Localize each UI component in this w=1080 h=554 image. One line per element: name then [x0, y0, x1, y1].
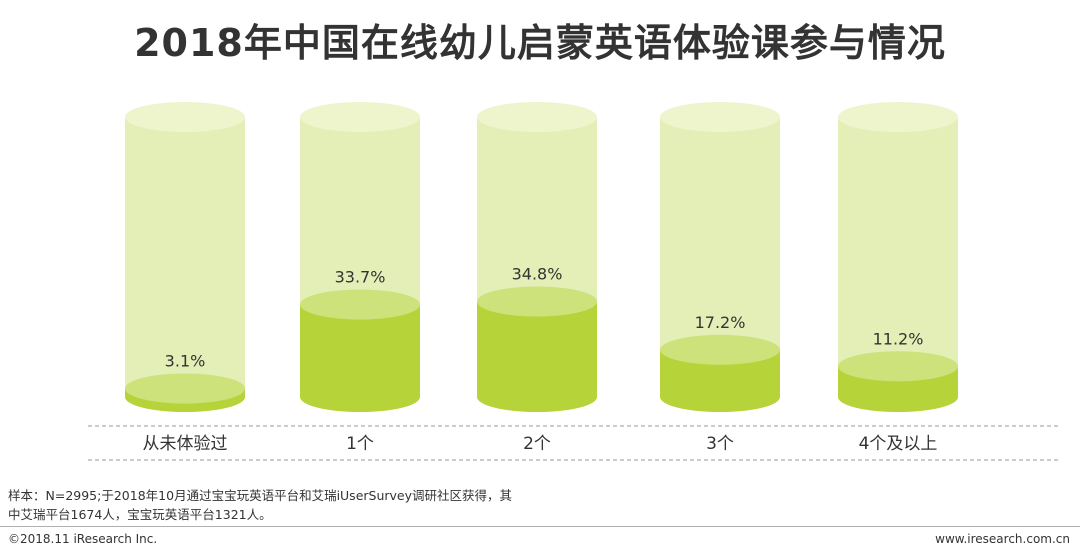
data-label: 34.8%	[512, 265, 563, 284]
x-tick-label: 2个	[523, 434, 551, 454]
cylinder-fill-body	[660, 349, 780, 412]
cylinder-top	[477, 102, 597, 132]
website-text: www.iresearch.com.cn	[935, 532, 1070, 546]
cylinder-fill-body	[300, 304, 420, 412]
cylinder-top	[300, 102, 420, 132]
data-label: 17.2%	[695, 313, 746, 332]
cylinder-fill-top	[660, 334, 780, 365]
cylinder-group: 3.1% 33.7% 34.8% 17.2% 11.2%	[125, 102, 958, 412]
cylinder-fill-top	[838, 351, 958, 382]
copyright-text: ©2018.11 iResearch Inc.	[8, 532, 158, 546]
cylinder-bar-chart: 3.1% 33.7% 34.8% 17.2% 11.2% 从未体验过 1个 2个 3个 4个及以…	[88, 102, 1058, 461]
sample-source-note: 样本：N=2995;于2018年10月通过宝宝玩英语平台和艾瑞iUserSurv…	[8, 486, 568, 524]
cylinder-fill-body	[477, 301, 597, 412]
x-tick-label: 1个	[346, 434, 374, 454]
cylinder-empty-body	[838, 117, 958, 412]
footer-divider	[0, 526, 1080, 527]
x-tick-label: 3个	[706, 434, 734, 454]
chart-title: 2018年中国在线幼儿启蒙英语体验课参与情况	[134, 21, 946, 65]
x-tick-label: 4个及以上	[859, 434, 938, 454]
cylinder-top	[838, 102, 958, 132]
cylinder-top	[660, 102, 780, 132]
cylinder-fill-top	[477, 286, 597, 317]
data-label: 33.7%	[335, 268, 386, 287]
cylinder-fill-top	[125, 373, 245, 404]
source-line-1: 样本：N=2995;于2018年10月通过宝宝玩英语平台和艾瑞iUserSurv…	[8, 488, 513, 503]
cylinder-top	[125, 102, 245, 132]
cylinder-empty-body	[125, 117, 245, 412]
data-label: 3.1%	[165, 351, 206, 370]
data-label: 11.2%	[873, 329, 924, 348]
x-tick-label-group: 从未体验过 1个 2个 3个 4个及以上	[143, 434, 938, 454]
x-tick-label: 从未体验过	[143, 434, 228, 454]
cylinder-fill-top	[300, 289, 420, 320]
source-line-2: 中艾瑞平台1674人，宝宝玩英语平台1321人。	[8, 507, 272, 522]
